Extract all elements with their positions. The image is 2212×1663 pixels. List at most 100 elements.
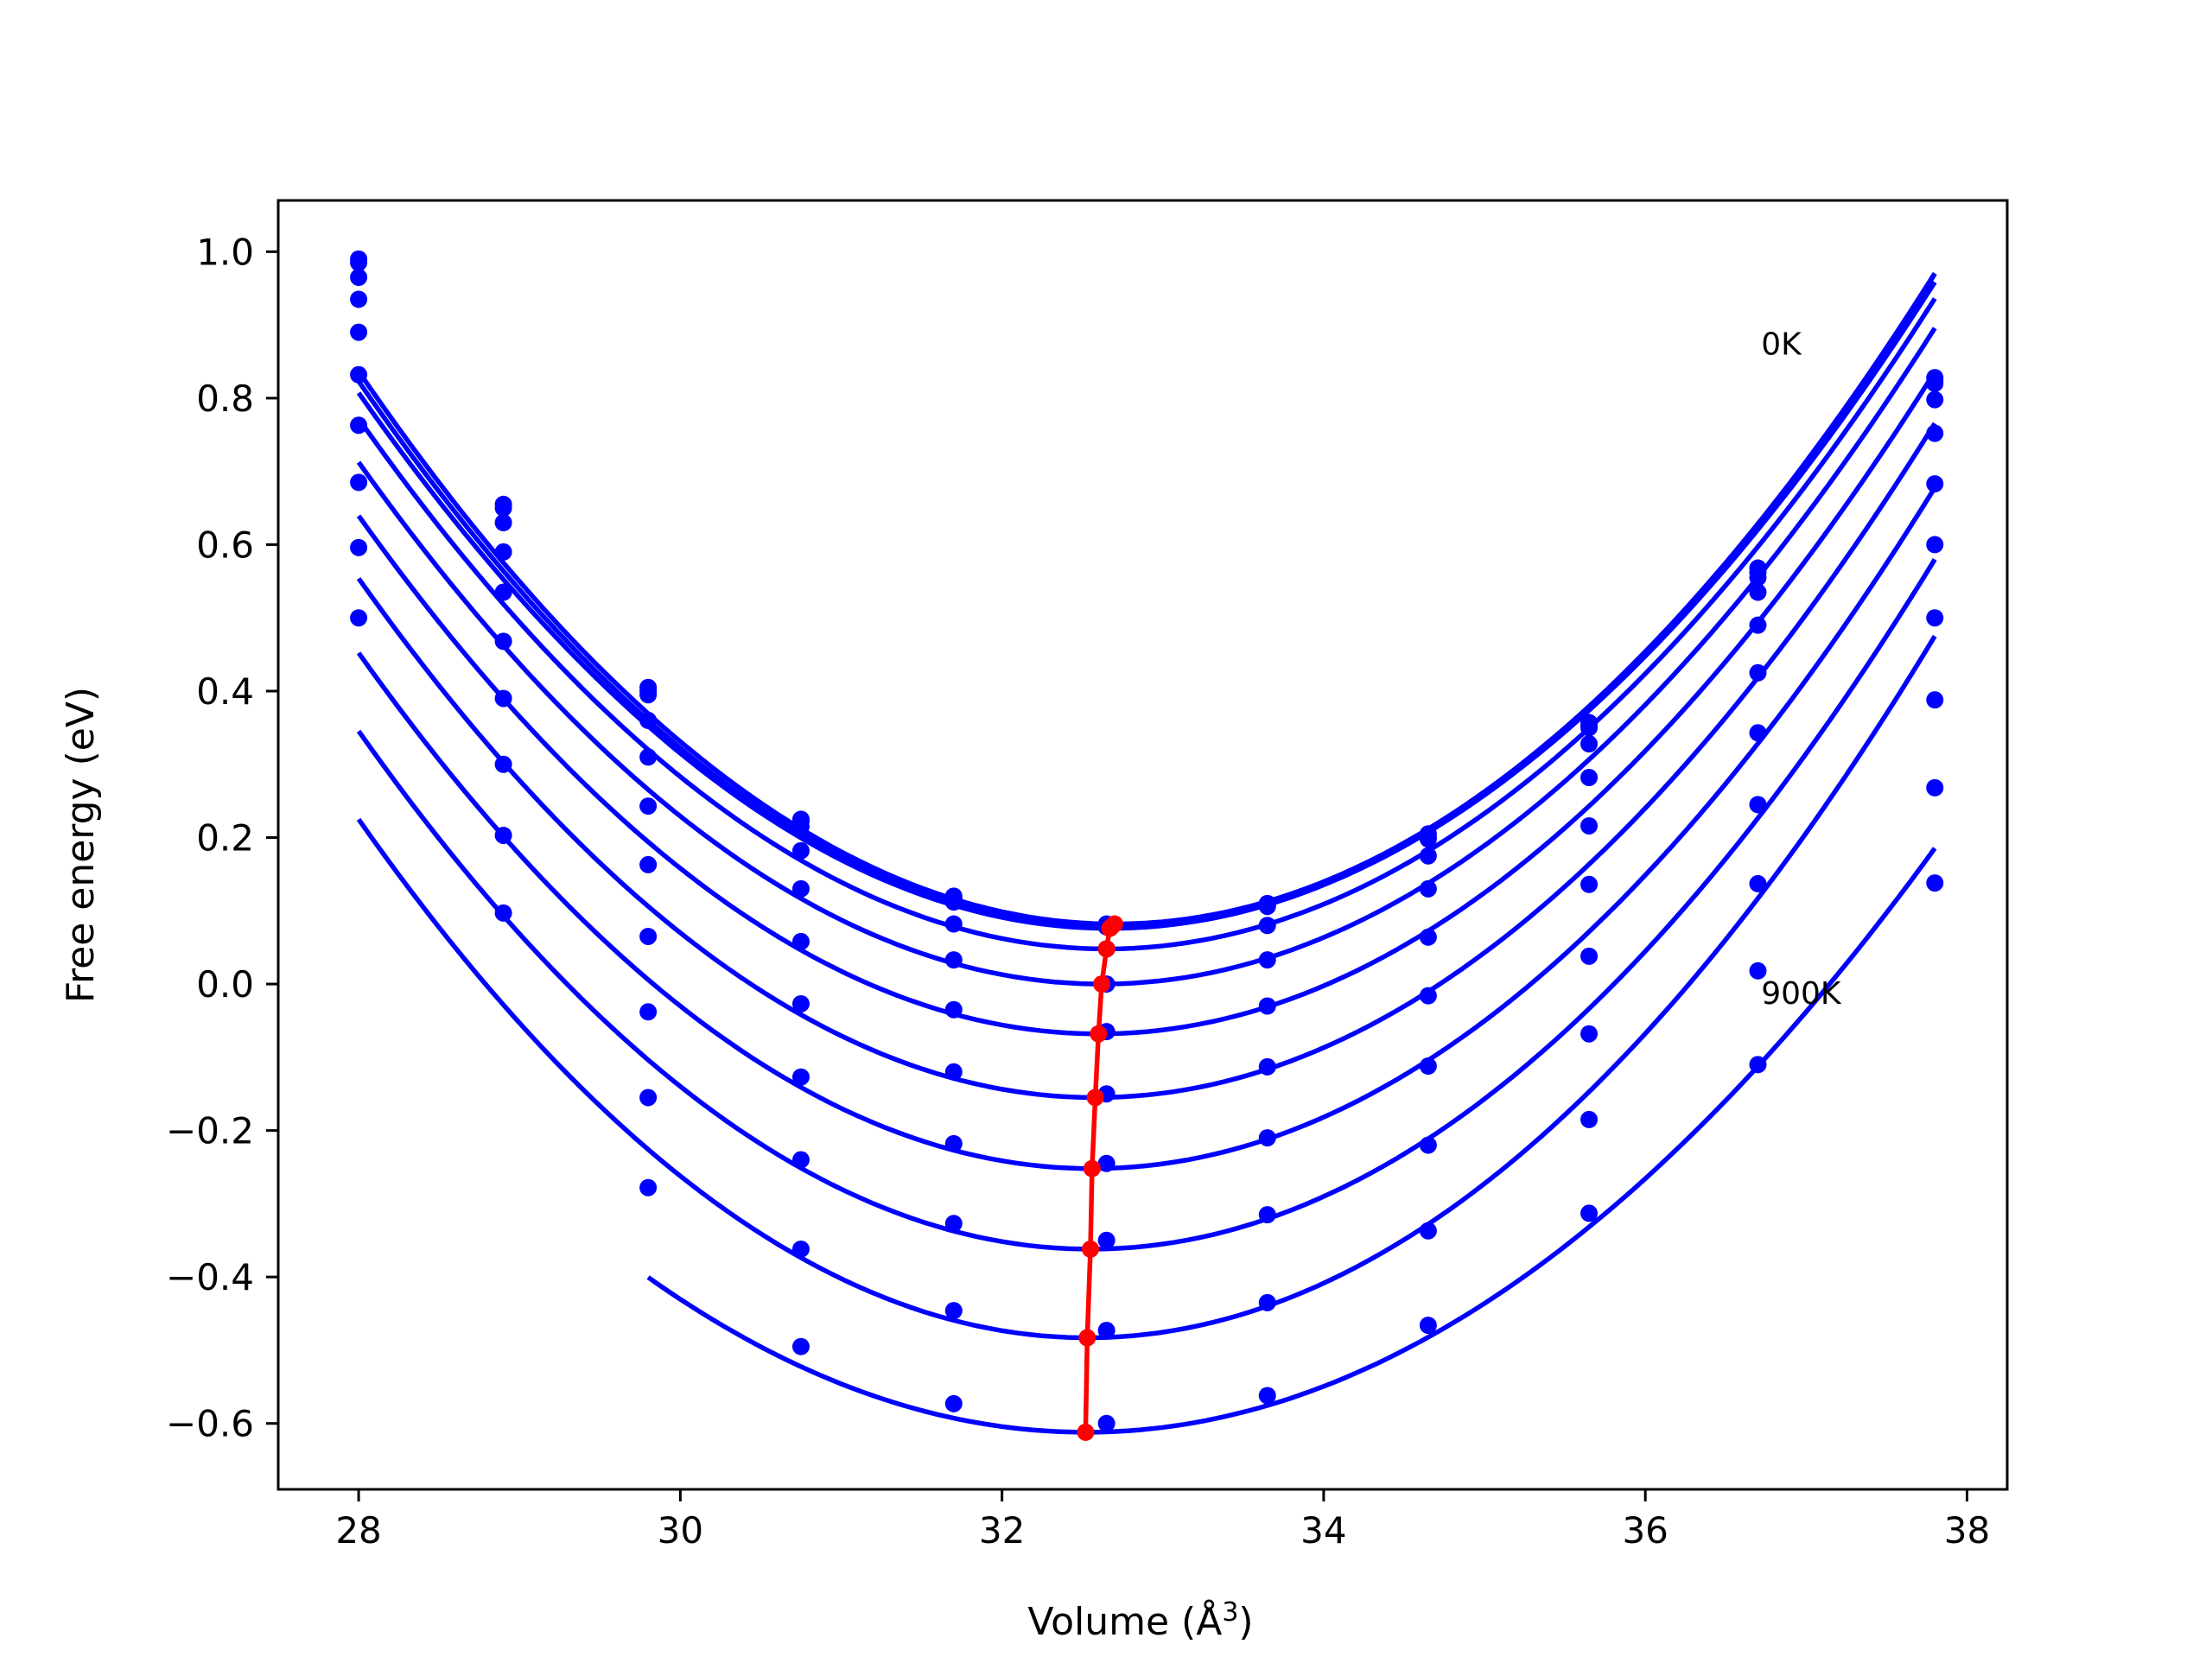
data-point xyxy=(1580,816,1599,835)
minimum-point xyxy=(1090,1025,1108,1043)
data-point xyxy=(350,269,368,287)
data-point xyxy=(350,365,368,384)
data-point xyxy=(1258,997,1276,1015)
data-point xyxy=(639,927,658,945)
x-tick-label: 28 xyxy=(335,1509,381,1552)
data-point xyxy=(944,1000,963,1019)
y-tick-label: 1.0 xyxy=(196,231,254,273)
y-tick-label: −0.2 xyxy=(166,1110,254,1152)
data-point xyxy=(1749,962,1767,980)
series-curve-8 xyxy=(356,558,1937,1252)
data-point xyxy=(639,855,658,873)
minimum-point xyxy=(1093,975,1111,993)
data-point xyxy=(791,817,810,835)
data-point xyxy=(1419,1136,1437,1154)
data-point xyxy=(944,1215,963,1233)
data-point xyxy=(494,583,512,601)
data-point xyxy=(1419,928,1437,946)
y-tick-label: 0.2 xyxy=(196,817,254,860)
series-curve-10 xyxy=(646,847,1937,1435)
data-point xyxy=(1749,663,1767,682)
x-tick-label: 34 xyxy=(1300,1509,1346,1552)
data-point xyxy=(494,755,512,773)
minimum-point xyxy=(1105,915,1123,933)
data-point xyxy=(1419,1222,1437,1240)
data-point xyxy=(1926,390,1944,409)
data-point xyxy=(1580,719,1599,737)
minimum-point xyxy=(1078,1329,1096,1347)
data-point xyxy=(639,686,658,704)
data-point xyxy=(1258,898,1276,916)
data-point xyxy=(1419,830,1437,848)
data-point xyxy=(494,904,512,922)
x-axis: 28 30 32 34 36 38 xyxy=(335,1489,1990,1552)
data-point xyxy=(944,951,963,969)
data-point xyxy=(1419,1317,1437,1335)
data-point xyxy=(350,538,368,556)
data-point xyxy=(494,499,512,517)
data-point xyxy=(1258,1293,1276,1311)
data-point xyxy=(350,609,368,627)
data-point xyxy=(1926,609,1944,627)
series-curve-6 xyxy=(356,422,1937,1101)
axes-frame xyxy=(276,199,2009,1491)
data-point xyxy=(350,323,368,341)
y-axis-title: Free energy (eV) xyxy=(59,687,103,1003)
data-point xyxy=(1749,724,1767,742)
data-point xyxy=(1926,778,1944,797)
y-tick-label: 0.8 xyxy=(196,378,254,420)
data-point xyxy=(1580,947,1599,965)
data-point xyxy=(944,1394,963,1412)
data-point xyxy=(791,1240,810,1258)
data-point xyxy=(1749,568,1767,587)
data-point xyxy=(1580,1110,1599,1128)
data-point xyxy=(1749,796,1767,814)
minimum-point xyxy=(1097,940,1116,958)
y-tick-label: 0.0 xyxy=(196,963,254,1006)
data-point xyxy=(1419,847,1437,865)
data-point xyxy=(1419,879,1437,898)
data-point xyxy=(1749,1056,1767,1074)
data-point xyxy=(791,841,810,860)
y-tick-label: 0.6 xyxy=(196,524,254,566)
data-point xyxy=(350,416,368,435)
data-point xyxy=(1258,1387,1276,1405)
series-curve-9 xyxy=(356,634,1937,1341)
data-point xyxy=(1258,1057,1276,1076)
data-point xyxy=(1580,735,1599,753)
data-point xyxy=(1926,874,1944,892)
y-tick-label: 0.4 xyxy=(196,670,254,713)
series-curve-4 xyxy=(356,327,1937,987)
x-tick-label: 36 xyxy=(1622,1509,1668,1552)
series-curve-3 xyxy=(356,297,1937,952)
data-point xyxy=(1419,987,1437,1005)
data-point xyxy=(1097,1414,1116,1432)
data-point xyxy=(1258,917,1276,935)
minimum-point xyxy=(1082,1240,1100,1258)
series-curve-7 xyxy=(356,486,1937,1171)
annotation-label-0: 0K xyxy=(1761,327,1802,362)
annotations: 0K 900K xyxy=(1761,327,1842,1012)
data-point xyxy=(944,1134,963,1152)
data-point xyxy=(944,893,963,911)
data-point xyxy=(494,543,512,561)
data-point xyxy=(1926,424,1944,442)
data-point xyxy=(791,879,810,898)
data-point xyxy=(791,1337,810,1355)
data-point xyxy=(791,932,810,950)
x-axis-title: Volume (Å3) xyxy=(1027,1597,1253,1644)
data-point xyxy=(791,994,810,1012)
minimum-point xyxy=(1077,1423,1095,1441)
data-point xyxy=(350,290,368,308)
data-point xyxy=(944,1302,963,1320)
data-point xyxy=(639,1003,658,1021)
data-point xyxy=(1926,691,1944,709)
data-point xyxy=(1258,1206,1276,1224)
data-point xyxy=(791,1151,810,1169)
y-tick-label: −0.4 xyxy=(166,1256,254,1298)
data-point xyxy=(1926,374,1944,392)
data-point xyxy=(1097,1322,1116,1340)
